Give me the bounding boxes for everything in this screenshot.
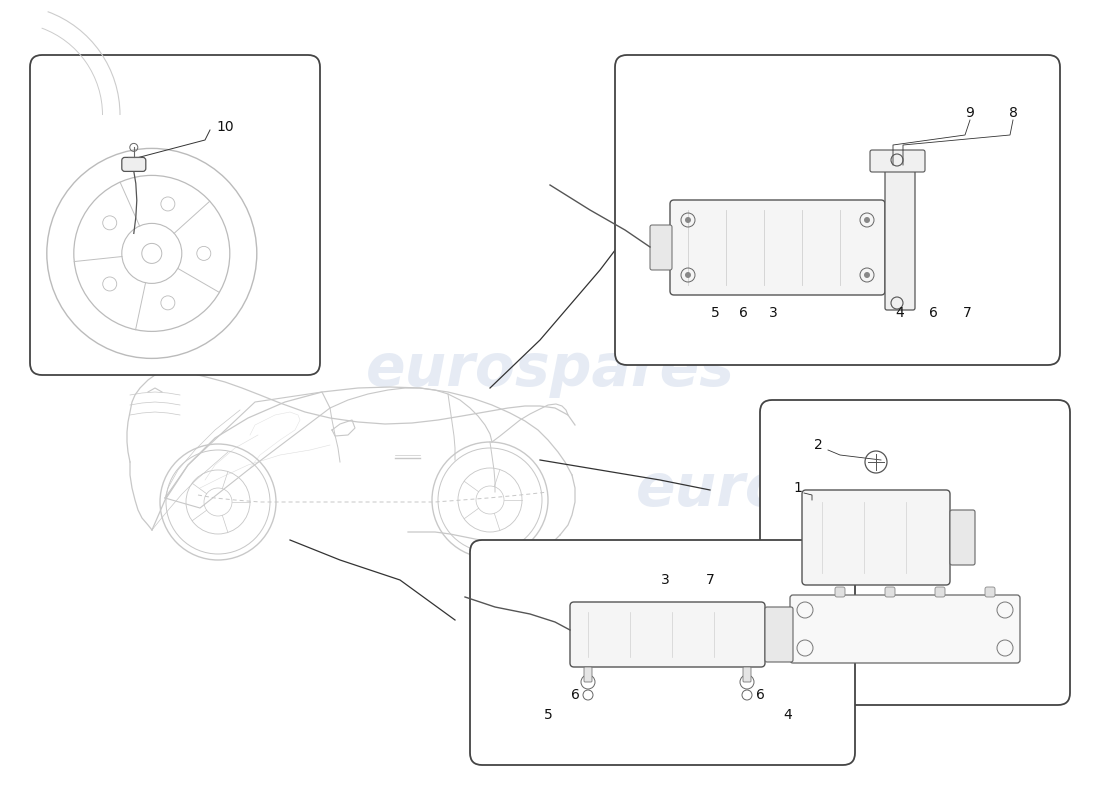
FancyBboxPatch shape <box>760 400 1070 705</box>
FancyBboxPatch shape <box>886 587 895 597</box>
Text: 10: 10 <box>217 120 234 134</box>
FancyBboxPatch shape <box>570 602 764 667</box>
Text: 8: 8 <box>1009 106 1018 120</box>
FancyBboxPatch shape <box>30 55 320 375</box>
FancyBboxPatch shape <box>650 225 672 270</box>
Circle shape <box>864 272 870 278</box>
Text: 2: 2 <box>814 438 823 452</box>
Text: 7: 7 <box>705 573 714 587</box>
FancyBboxPatch shape <box>790 595 1020 663</box>
FancyBboxPatch shape <box>122 158 146 171</box>
FancyBboxPatch shape <box>670 200 886 295</box>
Text: 6: 6 <box>738 306 747 320</box>
Text: 6: 6 <box>756 688 764 702</box>
FancyBboxPatch shape <box>615 55 1060 365</box>
Text: 1: 1 <box>793 481 802 495</box>
Text: 6: 6 <box>928 306 937 320</box>
Text: 3: 3 <box>661 573 670 587</box>
FancyBboxPatch shape <box>742 667 751 682</box>
FancyBboxPatch shape <box>764 607 793 662</box>
Text: 4: 4 <box>895 306 904 320</box>
Text: 5: 5 <box>543 708 552 722</box>
Circle shape <box>864 217 870 223</box>
Text: 7: 7 <box>962 306 971 320</box>
FancyBboxPatch shape <box>950 510 975 565</box>
Text: 5: 5 <box>711 306 719 320</box>
FancyBboxPatch shape <box>835 587 845 597</box>
Text: 9: 9 <box>966 106 975 120</box>
FancyBboxPatch shape <box>584 667 592 682</box>
FancyBboxPatch shape <box>935 587 945 597</box>
FancyBboxPatch shape <box>470 540 855 765</box>
FancyBboxPatch shape <box>802 490 950 585</box>
Circle shape <box>685 272 691 278</box>
Text: eurospares: eurospares <box>636 462 1004 518</box>
FancyBboxPatch shape <box>886 165 915 310</box>
FancyBboxPatch shape <box>870 150 925 172</box>
Text: 6: 6 <box>571 688 580 702</box>
Circle shape <box>685 217 691 223</box>
Text: eurospares: eurospares <box>365 342 735 398</box>
FancyBboxPatch shape <box>984 587 996 597</box>
Text: 3: 3 <box>769 306 778 320</box>
Text: 4: 4 <box>783 708 792 722</box>
